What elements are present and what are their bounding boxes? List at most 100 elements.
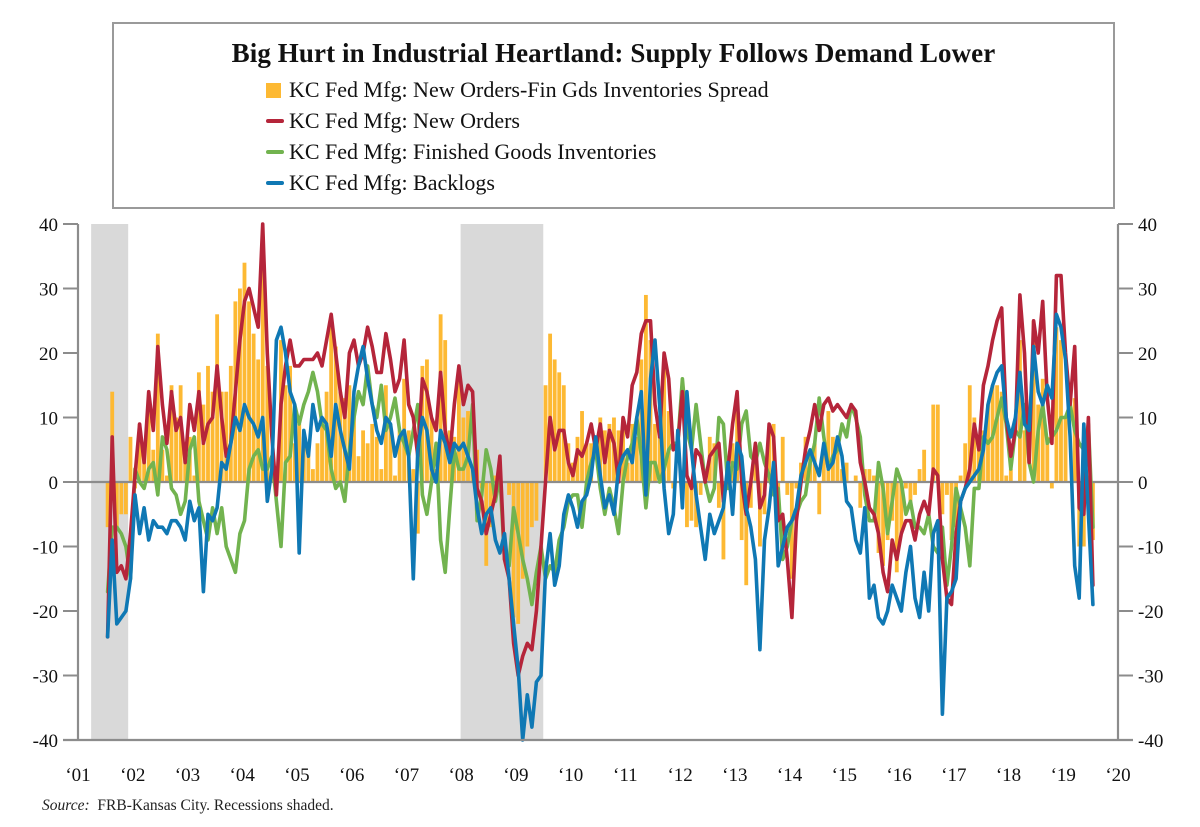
spread-bar xyxy=(283,385,288,482)
spread-bar xyxy=(174,417,178,482)
spread-bar xyxy=(972,417,977,482)
spread-bar xyxy=(511,482,516,618)
x-tick-label: ‘13 xyxy=(722,765,747,786)
spread-bar xyxy=(146,404,151,482)
line-backlogs xyxy=(105,312,1095,742)
y-tick-label-right: -20 xyxy=(1138,602,1163,623)
spread-bar xyxy=(370,423,375,482)
spread-bar xyxy=(899,482,904,534)
spread-bar xyxy=(744,482,749,586)
legend-label-inventories: KC Fed Mfg: Finished Goods Inventories xyxy=(289,139,657,164)
x-tick-label: ‘09 xyxy=(503,765,528,786)
spread-bar xyxy=(967,385,972,482)
legend-label-new-orders: KC Fed Mfg: New Orders xyxy=(289,108,520,133)
spread-bar xyxy=(685,482,689,528)
spread-bar xyxy=(461,417,466,482)
y-tick-label-left: 0 xyxy=(49,473,59,494)
spread-bar xyxy=(548,333,553,482)
legend-item-new-orders: KC Fed Mfg: New Orders xyxy=(266,106,520,136)
y-tick-label-left: 30 xyxy=(39,280,58,301)
spread-bar xyxy=(534,482,539,521)
spread-bar xyxy=(488,482,493,528)
spread-bar xyxy=(210,391,215,482)
spread-bar xyxy=(643,294,648,482)
spread-bar xyxy=(1054,327,1059,482)
legend-swatch-new-orders xyxy=(266,119,284,123)
spread-bar xyxy=(329,327,334,482)
spread-bar xyxy=(881,482,886,566)
spread-bar xyxy=(347,385,352,482)
spread-bar xyxy=(383,385,388,482)
spread-bar xyxy=(940,482,945,515)
spread-bar xyxy=(913,482,917,495)
legend-box: Big Hurt in Industrial Heartland: Supply… xyxy=(112,22,1115,209)
spread-bar xyxy=(794,482,799,489)
spread-bar xyxy=(748,482,753,508)
spread-bar xyxy=(379,469,384,482)
spread-bar xyxy=(844,462,849,482)
spread-bar xyxy=(958,475,963,482)
y-tick-label-left: -20 xyxy=(33,602,58,623)
y-tick-label-left: 40 xyxy=(39,215,58,236)
spread-bar xyxy=(621,417,626,482)
spread-bar xyxy=(616,430,621,482)
spread-bar xyxy=(826,411,831,482)
spread-bar xyxy=(607,423,612,482)
spread-bar xyxy=(361,430,366,482)
spread-bar xyxy=(425,359,429,482)
series-lines xyxy=(105,222,1095,742)
axes xyxy=(63,223,1133,742)
spread-bar xyxy=(260,236,265,482)
spread-bar xyxy=(662,365,667,482)
spread-bar xyxy=(543,385,548,482)
y-tick-label-right: -30 xyxy=(1138,667,1163,688)
spread-bar xyxy=(297,423,302,482)
spread-bar xyxy=(256,359,261,482)
spread-bar xyxy=(411,469,416,482)
y-tick-label-right: -10 xyxy=(1138,538,1163,559)
x-tick-label: ‘19 xyxy=(1051,765,1076,786)
spread-bar xyxy=(374,436,379,482)
spread-bar xyxy=(137,423,142,482)
x-tick-label: ‘11 xyxy=(613,765,638,786)
legend-swatch-backlogs xyxy=(266,181,284,185)
spread-bar xyxy=(160,449,165,482)
y-axis-left-labels: 40 30 20 10 0 -10 -20 -30 -40 xyxy=(33,215,58,752)
spread-bar xyxy=(666,411,671,482)
spread-bar xyxy=(215,314,220,482)
spread-bar xyxy=(1059,340,1063,482)
spread-bar xyxy=(1008,469,1013,482)
spread-bar xyxy=(119,482,124,515)
legend-swatch-inventories xyxy=(266,150,284,154)
spread-bar xyxy=(1031,320,1036,482)
x-tick-label: ‘08 xyxy=(448,765,473,786)
legend-label-backlogs: KC Fed Mfg: Backlogs xyxy=(289,170,495,195)
spread-bar xyxy=(949,482,954,541)
spread-bar xyxy=(657,436,662,482)
spread-bar xyxy=(885,482,890,541)
legend-item-inventories: KC Fed Mfg: Finished Goods Inventories xyxy=(266,137,656,167)
spread-bar xyxy=(114,482,119,528)
x-tick-label: ‘16 xyxy=(886,765,911,786)
spread-bar xyxy=(922,449,927,482)
spread-bar xyxy=(1018,340,1022,482)
spread-bar xyxy=(584,443,589,482)
x-tick-label: ‘03 xyxy=(175,765,200,786)
spread-bar xyxy=(908,482,913,502)
spread-bar xyxy=(1072,398,1077,482)
spread-bar xyxy=(917,469,922,482)
spread-bar xyxy=(356,456,361,482)
spread-bar xyxy=(872,475,876,482)
spread-bar xyxy=(525,482,530,547)
spread-bar xyxy=(493,475,498,482)
spread-bar xyxy=(867,469,872,482)
y-tick-label-right: 40 xyxy=(1138,215,1157,236)
spread-bar xyxy=(698,482,703,495)
spread-bar xyxy=(785,482,790,495)
spread-bar xyxy=(320,423,324,482)
spread-bar xyxy=(123,482,128,515)
source-text: FRB-Kansas City. Recessions shaded. xyxy=(97,797,334,814)
spread-bar xyxy=(388,423,393,482)
x-tick-label: ‘12 xyxy=(667,765,692,786)
spread-bar xyxy=(397,430,402,482)
